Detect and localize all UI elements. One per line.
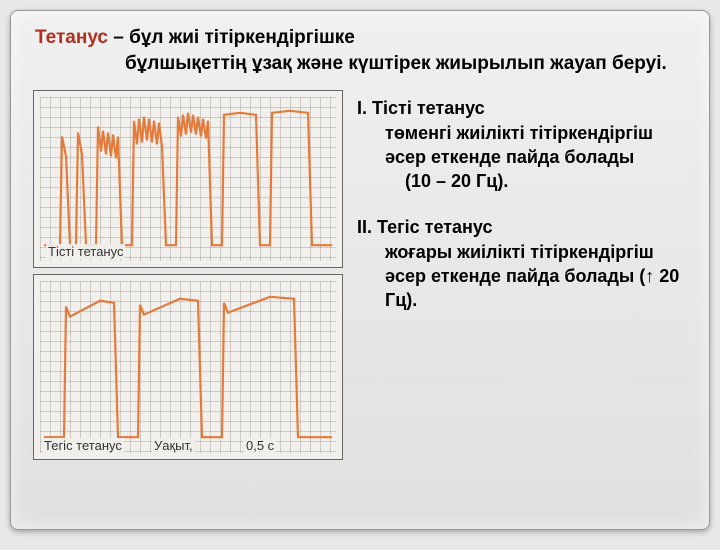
fig2-label1: Тегіс тетанус	[42, 438, 124, 453]
paragraph-2: II. Тегіс тетанус жоғары жиілікті тітірк…	[357, 215, 687, 312]
figures-column: Тісті тетанус Тегіс тетанус Уақыт, 0,5 с	[33, 90, 343, 460]
p1-line2: төменгі жиілікті тітіркендіргіш әсер етк…	[357, 121, 687, 170]
title-rest1: – бұл жиі тітіркендіргішке	[108, 27, 355, 48]
trace-svg-1	[40, 97, 336, 261]
content-row: Тісті тетанус Тегіс тетанус Уақыт, 0,5 с…	[33, 90, 687, 460]
figure-complete-tetanus: Тегіс тетанус Уақыт, 0,5 с	[33, 274, 343, 460]
fig2-label2: Уақыт,	[152, 438, 195, 453]
text-column: I. Тісті тетанус төменгі жиілікті тітірк…	[357, 90, 687, 460]
slide: Тетанус – бұл жиі тітіркендіргішке бұлшы…	[10, 10, 710, 530]
trace-svg-2	[40, 281, 336, 453]
p2-line2: жоғары жиілікті тітіркендіргіш әсер етке…	[357, 240, 687, 313]
trace-path-1	[44, 111, 332, 245]
p2-line1: II. Тегіс тетанус	[357, 215, 687, 239]
title-rest2: бұлшықеттің ұзақ және күштірек жиырылып …	[35, 51, 667, 77]
paragraph-1: I. Тісті тетанус төменгі жиілікті тітірк…	[357, 96, 687, 193]
p1-line1: I. Тісті тетанус	[357, 96, 687, 120]
p1-hz: (10 – 20 Гц).	[357, 169, 687, 193]
figure-incomplete-tetanus: Тісті тетанус	[33, 90, 343, 268]
fig2-label3: 0,5 с	[244, 438, 276, 453]
fig1-label: Тісті тетанус	[46, 244, 125, 259]
trace-path-2	[44, 297, 332, 437]
slide-title: Тетанус – бұл жиі тітіркендіргішке бұлшы…	[33, 25, 687, 76]
title-keyword: Тетанус	[35, 27, 108, 48]
